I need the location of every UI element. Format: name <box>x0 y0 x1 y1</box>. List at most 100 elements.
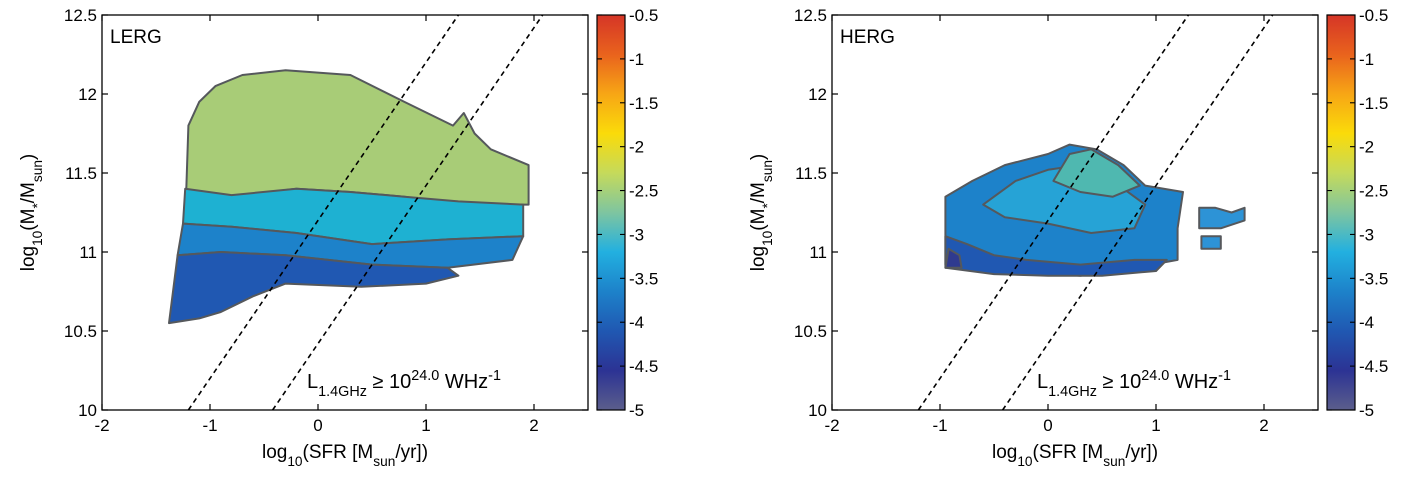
colorbar-tick-label: -3 <box>629 225 644 244</box>
x-tick-label: 2 <box>1259 416 1268 435</box>
colorbar-tick-label: -0.5 <box>629 6 658 25</box>
label-part: 10 <box>30 230 45 246</box>
x-tick-label: 0 <box>313 416 322 435</box>
colorbar-tick-label: -2.5 <box>1359 182 1388 201</box>
label-part: /yr]) <box>395 442 428 463</box>
x-tick-label: 0 <box>1043 416 1052 435</box>
dashed-line-1 <box>917 15 1190 410</box>
y-tick-label: 10.5 <box>64 322 97 341</box>
y-tick-label: 11.5 <box>795 164 827 183</box>
label-part: ) <box>748 154 769 160</box>
label-part: /M <box>748 182 769 203</box>
contour-regions <box>168 69 530 325</box>
label-part: ) <box>18 154 39 160</box>
x-tick-label: 1 <box>421 416 430 435</box>
y-tick-label: 11 <box>809 243 827 262</box>
label-part: 10 <box>287 454 303 469</box>
x-axis-label: log10(SFR [Msun/yr]) <box>262 442 428 469</box>
x-tick-label: -1 <box>202 416 217 435</box>
colorbar-tick-label: -4.5 <box>629 357 658 376</box>
contour-region-m3_2 <box>1200 235 1222 250</box>
panel-label: LERG <box>110 27 162 48</box>
label-part: WHz <box>1169 371 1218 393</box>
y-tick-label: 11 <box>79 243 97 262</box>
colorbar-tick-label: -2 <box>629 138 644 157</box>
y-axis-label: log10(M*/Msun) <box>748 154 775 272</box>
colorbar <box>1326 14 1356 411</box>
contour-region-m2_5 <box>1052 148 1141 198</box>
colorbar-tick-label: -4.5 <box>1359 357 1388 376</box>
label-part: log <box>748 246 769 271</box>
label-part: 24.0 <box>1141 368 1169 384</box>
plot-frame <box>831 14 1319 411</box>
label-part: sun <box>760 160 775 182</box>
label-part: * <box>30 203 45 209</box>
colorbar-tick-label: -5 <box>1359 401 1374 420</box>
contour-region-m4_5 <box>944 247 963 269</box>
x-axis-label: log10(SFR [Msun/yr]) <box>992 442 1158 469</box>
colorbar-tick-label: -1 <box>629 50 644 69</box>
label-part: sun <box>373 454 395 469</box>
label-part: 24.0 <box>411 368 439 384</box>
label-part: * <box>760 203 775 209</box>
colorbar-tick-label: -4 <box>629 313 644 332</box>
colorbar-tick-label: -4 <box>1359 313 1374 332</box>
label-part: -1 <box>488 368 501 384</box>
label-part: 10 <box>1017 454 1033 469</box>
dashed-line-2 <box>271 15 544 410</box>
label-part: L <box>1037 371 1048 393</box>
colorbar-tick-label: -0.5 <box>1359 6 1388 25</box>
label-part: log <box>992 442 1017 463</box>
label-part: log <box>262 442 287 463</box>
colorbar-tick-label: -3 <box>1359 225 1374 244</box>
label-part: sun <box>1103 454 1125 469</box>
luminosity-annotation: L1.4GHz ≥ 1024.0 WHz-1 <box>1037 368 1231 400</box>
y-tick-label: 10.5 <box>794 322 827 341</box>
y-tick-label: 12 <box>808 85 827 104</box>
colorbar <box>596 14 626 411</box>
colorbar-tick-label: -5 <box>629 401 644 420</box>
y-tick-label: 12 <box>78 85 97 104</box>
plot-frame <box>101 14 589 411</box>
dashed-line-2 <box>1001 15 1274 410</box>
dashed-line-1 <box>187 15 460 410</box>
label-part: WHz <box>439 371 488 393</box>
colorbar-tick-label: -1 <box>1359 50 1374 69</box>
label-part: 1.4GHz <box>318 384 367 400</box>
label-part: L <box>307 371 318 393</box>
colorbar-tick-label: -2 <box>1359 138 1374 157</box>
label-part: sun <box>30 160 45 182</box>
label-part: /M <box>18 182 39 203</box>
contour-regions <box>944 143 1246 277</box>
contour-region-m3_3 <box>1198 206 1246 230</box>
luminosity-annotation: L1.4GHz ≥ 1024.0 WHz-1 <box>307 368 501 400</box>
panel-label: HERG <box>840 27 895 48</box>
label-part: (SFR [M <box>1033 442 1104 463</box>
x-tick-label: -1 <box>932 416 947 435</box>
label-part: ≥ 10 <box>1097 371 1141 393</box>
x-tick-label: -2 <box>94 416 109 435</box>
y-tick-label: 10 <box>808 401 827 420</box>
x-tick-label: 2 <box>529 416 538 435</box>
y-axis-label: log10(M*/Msun) <box>18 154 45 272</box>
label-part: (M <box>18 209 39 231</box>
colorbar-tick-label: -1.5 <box>1359 94 1388 113</box>
label-part: ≥ 10 <box>367 371 411 393</box>
x-tick-label: -2 <box>824 416 839 435</box>
y-tick-label: 10 <box>78 401 97 420</box>
contour-region-m4 <box>168 251 460 325</box>
colorbar-tick-label: -3.5 <box>629 269 658 288</box>
x-tick-label: 1 <box>1151 416 1160 435</box>
colorbar-tick-label: -2.5 <box>629 182 658 201</box>
colorbar-tick-label: -3.5 <box>1359 269 1388 288</box>
contour-region-m4 <box>944 235 1168 277</box>
label-part: 1.4GHz <box>1048 384 1097 400</box>
label-part: log <box>18 246 39 271</box>
label-part: /yr]) <box>1125 442 1158 463</box>
y-tick-label: 11.5 <box>65 164 97 183</box>
label-part: (M <box>748 209 769 231</box>
y-tick-label: 12.5 <box>794 6 827 25</box>
